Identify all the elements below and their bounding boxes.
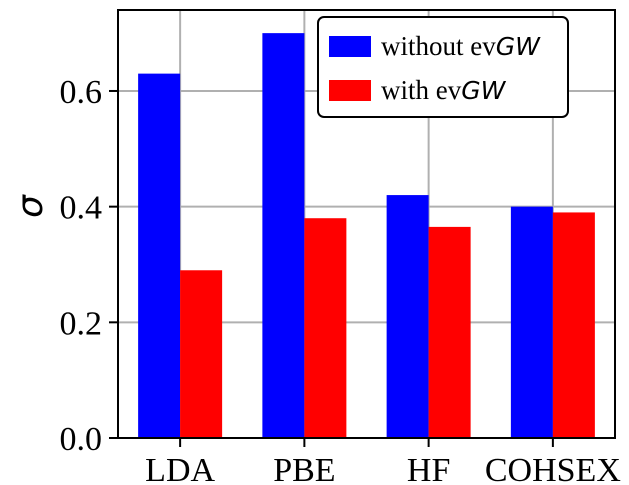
- bar-without-evgw-hf: [386, 195, 429, 438]
- x-tick-label: HF: [407, 452, 450, 485]
- legend-swatch-with-evgw: [329, 80, 371, 101]
- y-tick-label: 0.0: [60, 421, 103, 458]
- legend-box: [317, 16, 569, 118]
- x-axis-ticks: LDA PBE HF COHSEX: [145, 438, 621, 485]
- bar-without-evgw-lda: [138, 73, 181, 439]
- x-tick-label: LDA: [145, 452, 215, 485]
- legend-entry-with-evgw-prefix: with ev: [381, 75, 462, 105]
- bars: [138, 33, 595, 439]
- legend: without evGW with evGW: [317, 16, 569, 118]
- bar-with-evgw-cohsex: [552, 212, 595, 438]
- legend-entry-with-evgw: with evGW: [381, 75, 507, 105]
- bar-with-evgw-lda: [180, 270, 223, 438]
- plot-frame: [117, 9, 616, 439]
- bar-without-evgw-pbe: [262, 33, 305, 439]
- y-axis-ticks: 0.0 0.2 0.4 0.6: [60, 74, 118, 458]
- y-tick-label: 0.6: [60, 74, 103, 111]
- legend-entry-with-evgw-suffix: GW: [461, 76, 506, 105]
- legend-entry-without-evgw: without evGW: [381, 31, 541, 61]
- y-tick-label: 0.4: [60, 190, 103, 227]
- x-tick-label: PBE: [273, 452, 335, 485]
- legend-entry-without-evgw-suffix: GW: [496, 32, 541, 61]
- legend-swatch-without-evgw: [329, 36, 371, 57]
- bar-with-evgw-hf: [428, 226, 471, 438]
- y-axis-label: σ: [10, 194, 51, 218]
- y-tick-label: 0.2: [60, 305, 103, 342]
- bar-with-evgw-pbe: [304, 218, 347, 438]
- legend-entry-without-evgw-prefix: without ev: [381, 31, 496, 61]
- x-tick-label: COHSEX: [485, 452, 621, 485]
- bar-without-evgw-cohsex: [510, 206, 553, 438]
